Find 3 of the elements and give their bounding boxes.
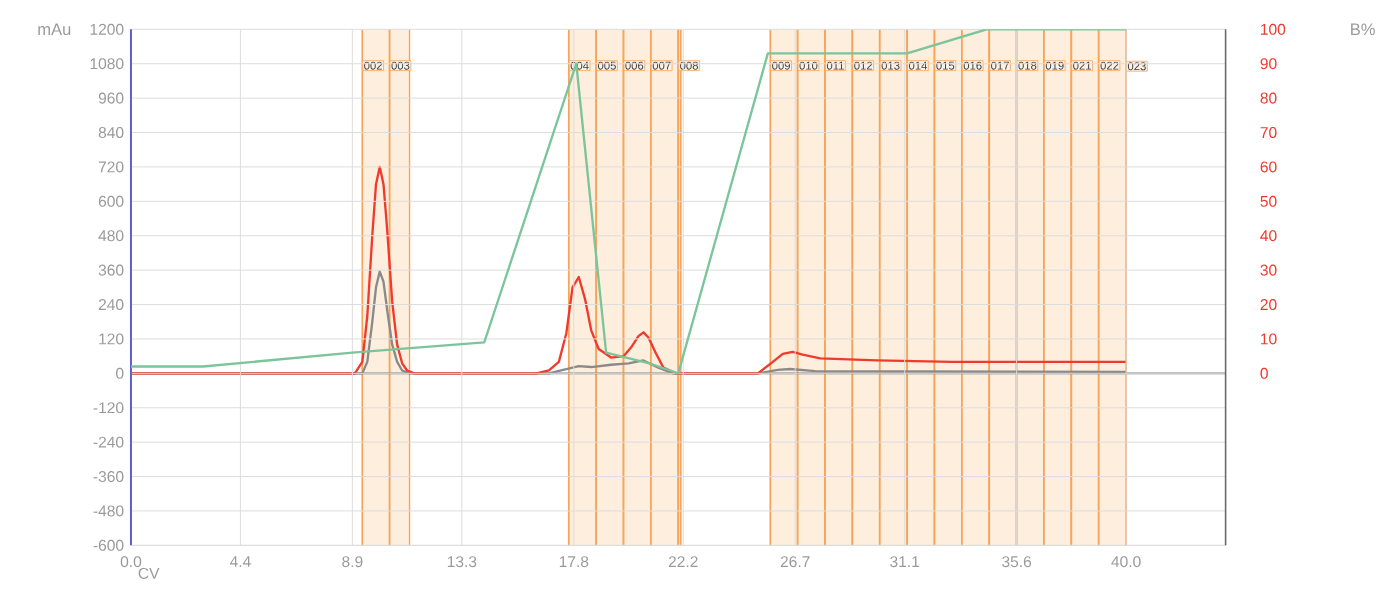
y-axis-title: mAu: [38, 23, 71, 35]
line-series: [130, 165, 1128, 375]
y2-axis-title: B%: [1351, 23, 1375, 35]
